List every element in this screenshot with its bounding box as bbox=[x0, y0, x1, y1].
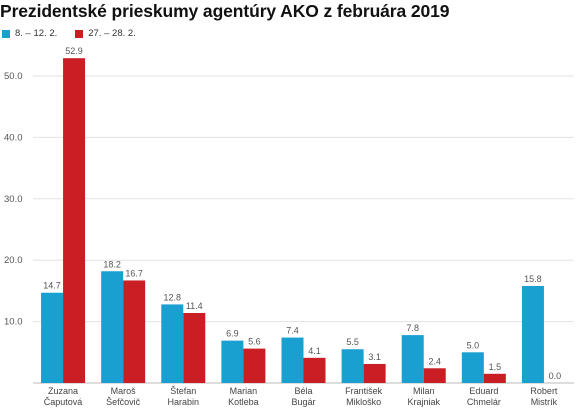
data-label: 18.2 bbox=[103, 259, 121, 269]
x-tick-label: František bbox=[345, 386, 383, 396]
data-label: 6.9 bbox=[226, 329, 239, 339]
x-tick-label: Béla bbox=[294, 386, 312, 396]
data-label: 2.4 bbox=[428, 356, 441, 366]
x-tick-label: Mikloško bbox=[346, 397, 381, 407]
x-tick-label: Štefan bbox=[170, 386, 196, 396]
data-label: 1.5 bbox=[489, 362, 502, 372]
x-tick-label: Čaputová bbox=[44, 397, 83, 407]
data-label: 52.9 bbox=[65, 46, 83, 56]
bar-series-1 bbox=[341, 349, 364, 383]
legend-label-series-1: 8. – 12. 2. bbox=[15, 28, 58, 39]
legend-item-series-1: 8. – 12. 2. bbox=[2, 28, 57, 39]
chart-legend: 8. – 12. 2. 27. – 28. 2. bbox=[2, 28, 154, 39]
data-label: 15.8 bbox=[524, 274, 542, 284]
legend-swatch-series-2 bbox=[75, 29, 84, 38]
y-tick-label: 50.0 bbox=[4, 71, 23, 82]
bar-series-2 bbox=[423, 368, 446, 383]
data-label: 3.1 bbox=[368, 352, 381, 362]
x-tick-label: Mistrík bbox=[531, 397, 558, 407]
x-tick-label: Harabin bbox=[168, 397, 200, 407]
x-tick-label: Krajniak bbox=[407, 397, 440, 407]
data-label: 7.8 bbox=[406, 323, 419, 333]
bar-series-1 bbox=[521, 285, 544, 383]
data-label: 11.4 bbox=[186, 301, 203, 311]
bar-series-2 bbox=[303, 357, 326, 383]
bar-series-2 bbox=[123, 280, 146, 383]
x-tick-label: Marian bbox=[230, 386, 258, 396]
x-tick-label: Maroš bbox=[111, 386, 137, 396]
data-label: 5.6 bbox=[248, 337, 261, 347]
bar-series-2 bbox=[363, 363, 386, 383]
x-tick-label: Kotleba bbox=[228, 397, 259, 407]
bar-series-2 bbox=[183, 313, 206, 383]
x-tick-label: Eduard bbox=[469, 386, 498, 396]
data-label: 0.0 bbox=[549, 371, 562, 381]
data-label: 16.7 bbox=[125, 268, 143, 278]
y-tick-label: 10.0 bbox=[4, 317, 23, 328]
legend-item-series-2: 27. – 28. 2. bbox=[75, 28, 136, 39]
bar-series-1 bbox=[221, 340, 244, 383]
bar-series-1 bbox=[161, 304, 184, 383]
data-label: 5.0 bbox=[467, 340, 480, 350]
y-tick-label: 40.0 bbox=[4, 132, 23, 143]
y-tick-label: 20.0 bbox=[4, 255, 23, 266]
legend-label-series-2: 27. – 28. 2. bbox=[88, 28, 136, 39]
x-tick-label: Milan bbox=[413, 386, 435, 396]
x-tick-label: Zuzana bbox=[48, 386, 78, 396]
data-label: 14.7 bbox=[43, 281, 61, 291]
data-label: 12.8 bbox=[164, 292, 182, 302]
bar-series-2 bbox=[63, 58, 86, 383]
bar-series-2 bbox=[483, 373, 506, 383]
x-tick-label: Robert bbox=[530, 386, 558, 396]
chart-title: Prezidentské prieskumy agentúry AKO z fe… bbox=[0, 1, 450, 21]
bar-series-1 bbox=[101, 271, 124, 383]
x-tick-label: Bugár bbox=[291, 397, 315, 407]
data-label: 4.1 bbox=[308, 346, 321, 356]
bar-series-1 bbox=[401, 335, 424, 383]
legend-swatch-series-1 bbox=[2, 29, 10, 38]
x-tick-label: Šefčovič bbox=[106, 397, 141, 407]
bar-series-1 bbox=[281, 337, 304, 383]
y-tick-label: 30.0 bbox=[4, 194, 23, 205]
data-label: 5.5 bbox=[346, 337, 359, 347]
bar-series-1 bbox=[41, 292, 64, 383]
bar-series-2 bbox=[243, 348, 266, 383]
data-label: 7.4 bbox=[286, 326, 299, 336]
bar-series-1 bbox=[461, 352, 484, 383]
x-tick-label: Chmelár bbox=[467, 397, 501, 407]
